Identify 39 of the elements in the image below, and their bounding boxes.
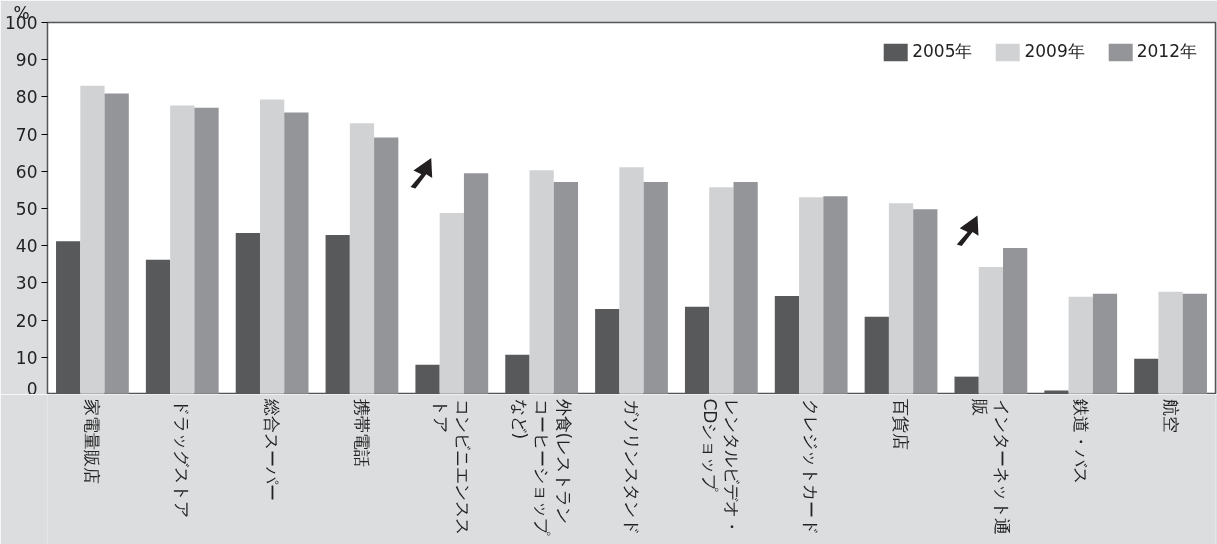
x-tick-label: コンビニエンスストア bbox=[430, 398, 473, 535]
bar bbox=[374, 137, 399, 394]
x-tick-label: 外食(レストランコーヒーショップなど) bbox=[509, 398, 574, 536]
bar bbox=[1182, 293, 1207, 394]
x-tick-label: クレジットカード bbox=[801, 398, 822, 535]
y-tick-label: 20 bbox=[15, 310, 38, 331]
legend-label: 2012年 bbox=[1136, 40, 1197, 63]
y-tick-label: 90 bbox=[15, 50, 38, 71]
bar bbox=[1092, 293, 1118, 394]
x-tick-label: 携帯電話 bbox=[351, 398, 372, 467]
y-tick-label: 30 bbox=[15, 273, 38, 294]
y-tick-label: 70 bbox=[15, 124, 38, 145]
x-tick-label: ドラッグストア bbox=[172, 398, 193, 518]
x-tick-label: 航空 bbox=[1160, 398, 1181, 433]
bar bbox=[733, 182, 758, 394]
legend-label: 2005年 bbox=[912, 40, 973, 63]
bar bbox=[194, 107, 219, 394]
x-tick-label: レンタルビデオ・CDショップ bbox=[700, 398, 743, 535]
y-tick-label: 10 bbox=[15, 347, 38, 368]
x-tick-label: 鉄道・バス bbox=[1070, 398, 1091, 484]
x-tick-label: インターネット通販 bbox=[969, 398, 1012, 535]
bar bbox=[643, 182, 668, 394]
bar bbox=[1003, 247, 1028, 394]
legend-label: 2009年 bbox=[1024, 40, 1085, 63]
x-tick-label: 総合スーパー bbox=[262, 397, 283, 501]
bar bbox=[553, 182, 579, 394]
y-tick-label: 60 bbox=[15, 161, 38, 182]
x-tick-label: 家電量販店 bbox=[82, 398, 103, 484]
y-tick-label: 80 bbox=[15, 87, 38, 108]
bar bbox=[823, 196, 848, 394]
bar bbox=[104, 93, 129, 394]
bar bbox=[463, 173, 489, 394]
y-tick-label: 50 bbox=[15, 199, 38, 219]
y-tick-label: 0 bbox=[26, 378, 38, 399]
bar bbox=[284, 112, 309, 394]
x-tick-label: 百貨店 bbox=[891, 398, 912, 450]
x-tick-label: ガソリンスタンド bbox=[621, 398, 642, 535]
y-tick-label: 40 bbox=[15, 236, 38, 257]
bar bbox=[913, 209, 938, 394]
